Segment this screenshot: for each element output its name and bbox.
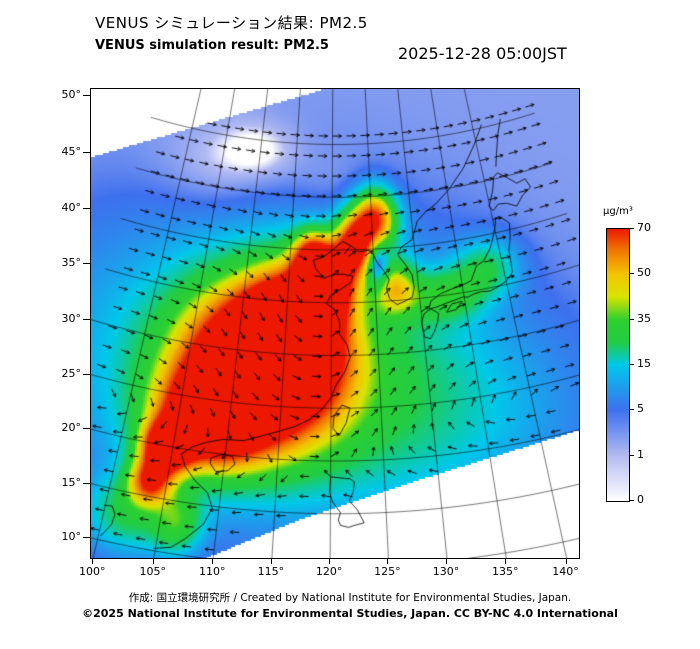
lon-tick-mark <box>387 558 389 564</box>
colorbar-tick-mark <box>629 454 634 456</box>
lat-tick-label: 40° <box>61 200 82 214</box>
lon-tick-mark <box>329 558 331 564</box>
lon-tick-label: 130° <box>432 565 460 578</box>
lat-tick-mark <box>83 318 90 320</box>
colorbar-tick-mark <box>629 228 634 229</box>
lon-tick-mark <box>212 558 214 564</box>
lon-tick-mark <box>92 558 94 564</box>
lon-tick-mark <box>505 558 507 564</box>
lat-tick-mark <box>83 95 90 97</box>
lon-tick-mark <box>565 558 567 564</box>
lon-tick-label: 115° <box>257 565 285 578</box>
colorbar-tick-mark <box>629 273 634 275</box>
lat-tick-mark <box>83 207 90 209</box>
title-english: VENUS simulation result: PM2.5 <box>95 38 329 53</box>
lat-tick-mark <box>83 536 90 538</box>
colorbar-tick-label: 0 <box>637 493 644 506</box>
colorbar-tick-label: 15 <box>637 357 651 370</box>
colorbar-tick-mark <box>629 409 634 411</box>
lon-tick-label: 125° <box>374 565 401 578</box>
lon-tick-label: 110° <box>198 565 226 578</box>
pm25-concentration-map-canvas <box>91 89 579 558</box>
lat-tick-mark <box>83 263 90 265</box>
lat-tick-mark <box>83 373 90 375</box>
license-line: ©2025 National Institute for Environment… <box>82 607 618 620</box>
lat-tick-label: 25° <box>61 366 82 380</box>
timestamp: 2025-12-28 05:00JST <box>398 44 567 63</box>
lat-tick-label: 20° <box>61 421 82 435</box>
lat-tick-label: 15° <box>61 475 82 489</box>
colorbar-gradient <box>607 229 629 501</box>
lon-tick-label: 100° <box>78 565 106 578</box>
lat-tick-mark <box>83 482 90 484</box>
colorbar-tick-label: 5 <box>637 402 644 416</box>
lon-tick-label: 135° <box>491 565 519 578</box>
lon-tick-mark <box>445 558 447 564</box>
colorbar-tick-label: 50 <box>637 266 651 280</box>
lon-tick-mark <box>270 558 272 564</box>
lat-tick-label: 10° <box>61 529 82 543</box>
colorbar-unit-label: µg/m³ <box>603 206 633 217</box>
map-plot-frame <box>90 88 580 559</box>
colorbar-tick-mark <box>629 318 634 320</box>
lat-tick-mark <box>83 428 90 430</box>
lat-tick-mark <box>83 151 90 153</box>
lon-tick-mark <box>152 558 154 564</box>
lat-tick-label: 45° <box>61 144 82 158</box>
lon-tick-label: 105° <box>139 565 167 578</box>
colorbar-tick-label: 35 <box>637 311 651 325</box>
lat-tick-label: 35° <box>61 256 82 270</box>
colorbar-tick-mark <box>629 500 634 501</box>
colorbar-tick-label: 70 <box>637 221 651 234</box>
colorbar-tick-mark <box>629 364 634 365</box>
title-japanese: VENUS シミュレーション結果: PM2.5 <box>95 14 368 32</box>
colorbar <box>606 228 630 502</box>
lon-tick-label: 140° <box>552 565 579 578</box>
credit-line: 作成: 国立環境研究所 / Created by National Instit… <box>128 592 572 604</box>
lat-tick-label: 30° <box>61 311 82 325</box>
lon-tick-label: 120° <box>315 565 343 578</box>
colorbar-tick-label: 1 <box>637 447 644 461</box>
lat-tick-label: 50° <box>61 88 82 102</box>
